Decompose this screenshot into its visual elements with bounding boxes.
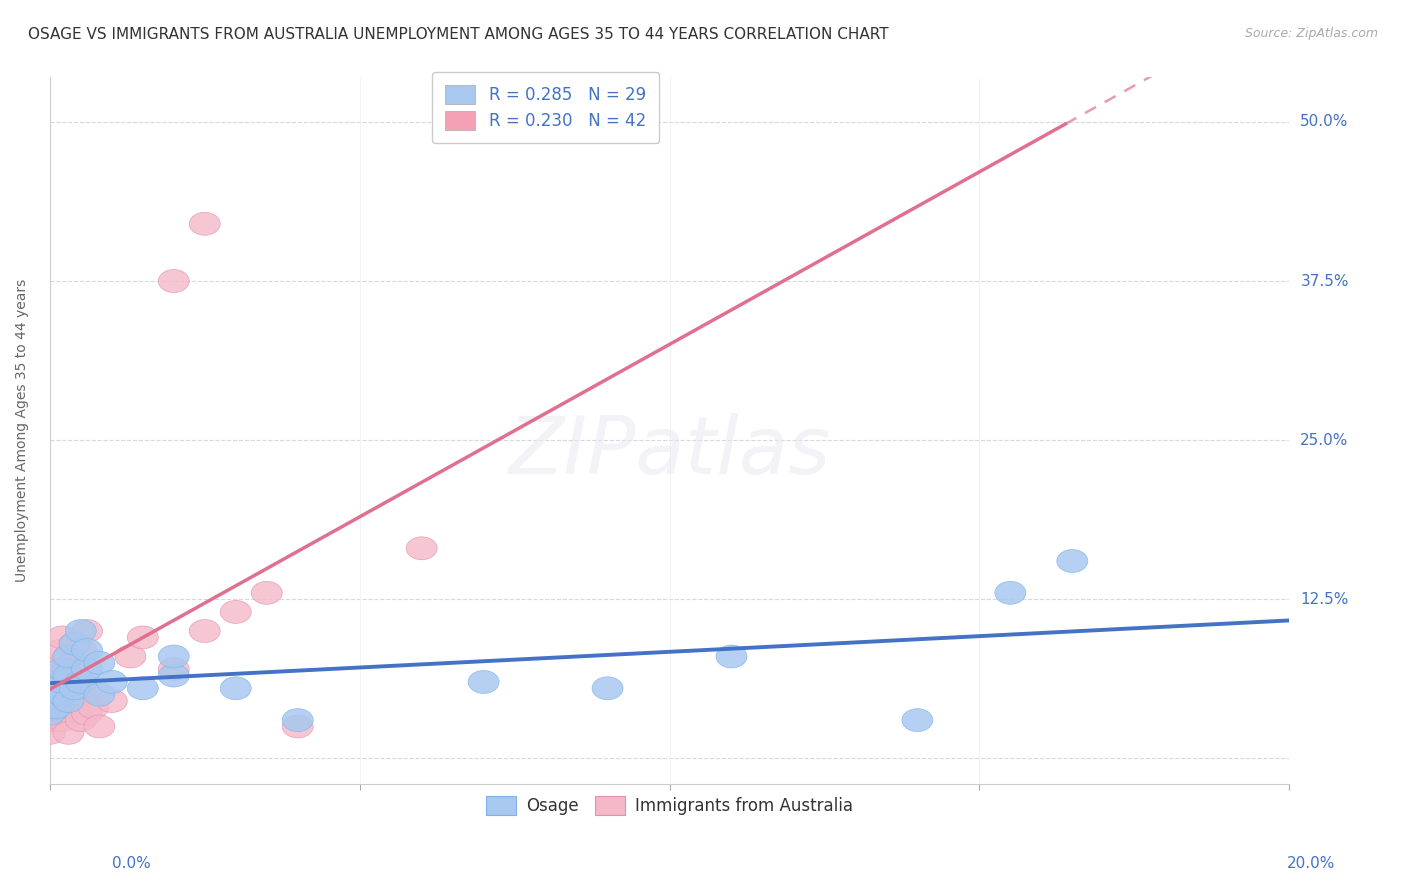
Ellipse shape — [41, 696, 72, 719]
Ellipse shape — [65, 671, 96, 693]
Text: 20.0%: 20.0% — [1288, 856, 1336, 871]
Ellipse shape — [84, 651, 115, 674]
Ellipse shape — [128, 677, 159, 699]
Ellipse shape — [41, 708, 72, 731]
Ellipse shape — [96, 690, 128, 713]
Text: OSAGE VS IMMIGRANTS FROM AUSTRALIA UNEMPLOYMENT AMONG AGES 35 TO 44 YEARS CORREL: OSAGE VS IMMIGRANTS FROM AUSTRALIA UNEMP… — [28, 27, 889, 42]
Ellipse shape — [46, 683, 77, 706]
Ellipse shape — [115, 645, 146, 668]
Ellipse shape — [46, 702, 77, 725]
Ellipse shape — [468, 671, 499, 693]
Ellipse shape — [46, 626, 77, 648]
Ellipse shape — [59, 632, 90, 656]
Ellipse shape — [716, 645, 747, 668]
Ellipse shape — [59, 651, 90, 674]
Ellipse shape — [41, 677, 72, 699]
Ellipse shape — [72, 677, 103, 699]
Text: 12.5%: 12.5% — [1301, 591, 1348, 607]
Ellipse shape — [592, 677, 623, 699]
Ellipse shape — [41, 657, 72, 681]
Ellipse shape — [221, 600, 252, 624]
Text: Source: ZipAtlas.com: Source: ZipAtlas.com — [1244, 27, 1378, 40]
Ellipse shape — [46, 683, 77, 706]
Ellipse shape — [159, 645, 190, 668]
Ellipse shape — [65, 683, 96, 706]
Ellipse shape — [65, 665, 96, 687]
Ellipse shape — [128, 626, 159, 648]
Ellipse shape — [46, 708, 77, 731]
Ellipse shape — [59, 677, 90, 699]
Ellipse shape — [46, 671, 77, 693]
Ellipse shape — [53, 645, 84, 668]
Ellipse shape — [41, 677, 72, 699]
Ellipse shape — [406, 537, 437, 560]
Ellipse shape — [190, 620, 221, 642]
Ellipse shape — [34, 702, 65, 725]
Ellipse shape — [901, 708, 934, 731]
Ellipse shape — [53, 671, 84, 693]
Ellipse shape — [72, 657, 103, 681]
Ellipse shape — [53, 690, 84, 713]
Ellipse shape — [995, 582, 1026, 604]
Ellipse shape — [34, 722, 65, 744]
Ellipse shape — [190, 212, 221, 235]
Ellipse shape — [252, 582, 283, 604]
Ellipse shape — [72, 620, 103, 642]
Ellipse shape — [72, 639, 103, 662]
Ellipse shape — [84, 715, 115, 738]
Ellipse shape — [72, 702, 103, 725]
Ellipse shape — [59, 677, 90, 699]
Ellipse shape — [59, 632, 90, 656]
Ellipse shape — [159, 269, 190, 293]
Text: ZIPatlas: ZIPatlas — [509, 413, 831, 491]
Ellipse shape — [65, 639, 96, 662]
Ellipse shape — [41, 696, 72, 719]
Text: 37.5%: 37.5% — [1301, 274, 1348, 288]
Legend: Osage, Immigrants from Australia: Osage, Immigrants from Australia — [475, 786, 863, 825]
Ellipse shape — [46, 639, 77, 662]
Y-axis label: Unemployment Among Ages 35 to 44 years: Unemployment Among Ages 35 to 44 years — [15, 279, 30, 582]
Ellipse shape — [53, 690, 84, 713]
Ellipse shape — [159, 657, 190, 681]
Ellipse shape — [59, 696, 90, 719]
Ellipse shape — [46, 671, 77, 693]
Ellipse shape — [283, 715, 314, 738]
Ellipse shape — [53, 665, 84, 687]
Ellipse shape — [53, 722, 84, 744]
Ellipse shape — [77, 696, 108, 719]
Ellipse shape — [53, 645, 84, 668]
Ellipse shape — [53, 657, 84, 681]
Ellipse shape — [96, 671, 128, 693]
Ellipse shape — [46, 657, 77, 681]
Ellipse shape — [65, 620, 96, 642]
Text: 25.0%: 25.0% — [1301, 433, 1348, 448]
Ellipse shape — [65, 708, 96, 731]
Ellipse shape — [84, 683, 115, 706]
Ellipse shape — [283, 708, 314, 731]
Ellipse shape — [41, 665, 72, 687]
Text: 0.0%: 0.0% — [112, 856, 152, 871]
Ellipse shape — [1057, 549, 1088, 573]
Ellipse shape — [46, 651, 77, 674]
Ellipse shape — [159, 665, 190, 687]
Text: 50.0%: 50.0% — [1301, 114, 1348, 129]
Ellipse shape — [221, 677, 252, 699]
